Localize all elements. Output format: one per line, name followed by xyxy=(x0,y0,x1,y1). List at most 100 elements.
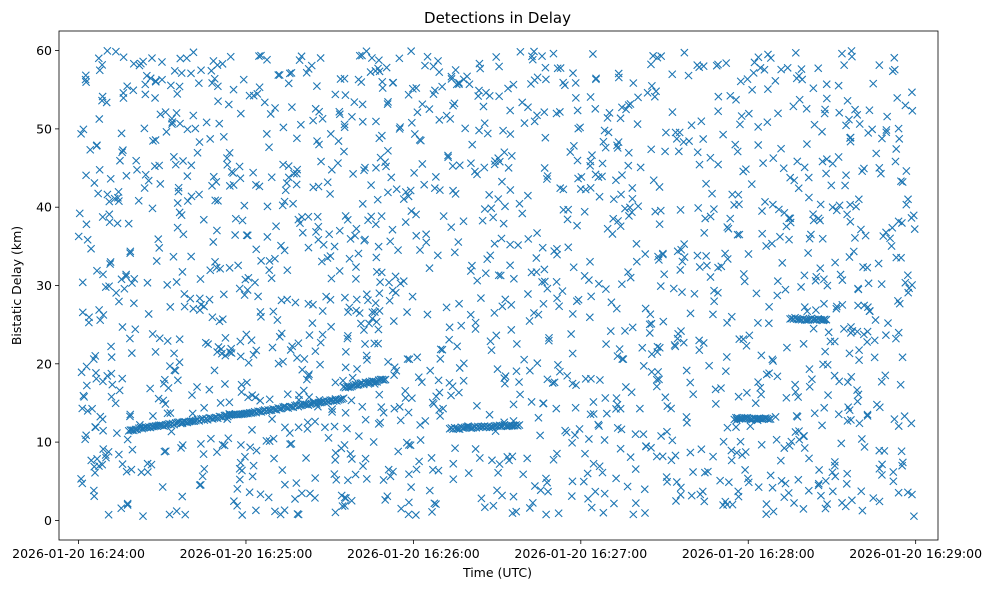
data-point xyxy=(93,454,102,463)
data-point xyxy=(78,404,87,413)
data-point xyxy=(526,79,535,88)
data-point xyxy=(822,155,831,164)
data-point xyxy=(649,176,658,185)
data-point xyxy=(507,325,516,334)
data-point xyxy=(756,383,765,392)
data-point xyxy=(454,238,463,247)
data-point xyxy=(672,134,681,143)
data-point xyxy=(667,404,676,413)
data-point xyxy=(828,468,837,477)
data-point xyxy=(335,266,344,275)
data-point xyxy=(374,56,383,65)
data-point xyxy=(308,300,317,309)
data-point xyxy=(270,254,279,263)
data-point xyxy=(278,201,287,210)
data-point xyxy=(82,171,91,180)
data-point xyxy=(645,328,654,337)
data-point xyxy=(151,136,160,145)
data-point xyxy=(595,192,604,201)
data-point xyxy=(875,464,884,473)
data-point xyxy=(830,457,839,466)
data-point xyxy=(579,477,588,486)
data-point xyxy=(359,462,367,471)
data-point xyxy=(117,129,126,138)
data-point xyxy=(776,456,785,465)
data-point xyxy=(814,479,823,488)
data-point xyxy=(422,230,431,239)
data-point xyxy=(863,263,872,272)
data-point xyxy=(384,465,393,474)
data-point xyxy=(370,308,379,317)
data-point xyxy=(814,64,823,73)
data-point xyxy=(111,47,120,56)
data-point xyxy=(307,61,316,70)
data-point xyxy=(147,54,156,63)
data-point xyxy=(828,159,837,168)
data-point xyxy=(235,284,244,293)
data-point xyxy=(818,421,827,430)
data-point xyxy=(143,278,152,287)
data-point xyxy=(658,452,667,461)
data-point xyxy=(512,339,521,348)
data-point xyxy=(386,472,395,481)
data-point xyxy=(404,90,413,99)
data-point xyxy=(311,417,320,426)
data-point xyxy=(394,246,403,255)
data-point xyxy=(320,423,329,432)
data-point xyxy=(146,74,155,83)
data-point xyxy=(362,351,371,360)
data-point xyxy=(198,472,207,481)
data-point xyxy=(202,118,211,127)
data-point xyxy=(384,97,392,106)
data-point xyxy=(189,48,198,57)
data-point xyxy=(438,345,447,354)
data-point xyxy=(462,422,471,431)
data-point xyxy=(392,366,401,375)
data-point xyxy=(220,441,229,450)
data-point xyxy=(895,134,904,143)
data-point xyxy=(746,422,755,431)
data-point xyxy=(884,319,893,328)
data-point xyxy=(555,302,564,311)
data-point xyxy=(313,137,322,146)
data-point xyxy=(574,295,583,304)
data-point xyxy=(739,270,748,278)
data-point xyxy=(193,148,202,157)
data-point xyxy=(361,235,370,244)
data-point xyxy=(448,162,457,170)
data-point xyxy=(446,114,455,123)
data-point xyxy=(907,213,916,222)
data-point xyxy=(663,402,672,411)
data-point xyxy=(568,438,577,447)
data-point xyxy=(495,92,504,101)
data-point xyxy=(358,100,367,109)
data-point xyxy=(758,229,767,238)
data-point xyxy=(498,302,507,311)
data-point xyxy=(858,506,867,515)
data-point xyxy=(122,270,131,279)
data-point xyxy=(485,410,494,419)
data-point xyxy=(252,446,261,455)
data-point xyxy=(487,204,496,213)
data-point xyxy=(675,128,684,137)
data-point xyxy=(735,230,744,239)
data-point xyxy=(475,126,484,135)
data-point xyxy=(591,75,600,84)
data-point xyxy=(827,181,836,190)
data-point xyxy=(700,497,709,506)
data-point xyxy=(702,261,711,270)
data-point xyxy=(676,490,685,499)
data-point xyxy=(416,420,425,429)
data-point xyxy=(803,307,812,316)
data-point xyxy=(702,252,711,260)
data-point xyxy=(877,377,886,386)
data-point xyxy=(799,339,808,348)
data-point xyxy=(372,267,381,276)
data-point xyxy=(857,487,866,496)
data-point xyxy=(732,448,741,457)
x-tick-label: 2026-01-20 16:28:00 xyxy=(682,546,815,561)
data-point xyxy=(425,105,434,114)
data-point xyxy=(523,290,532,299)
data-point xyxy=(103,46,112,55)
data-point xyxy=(777,144,786,153)
